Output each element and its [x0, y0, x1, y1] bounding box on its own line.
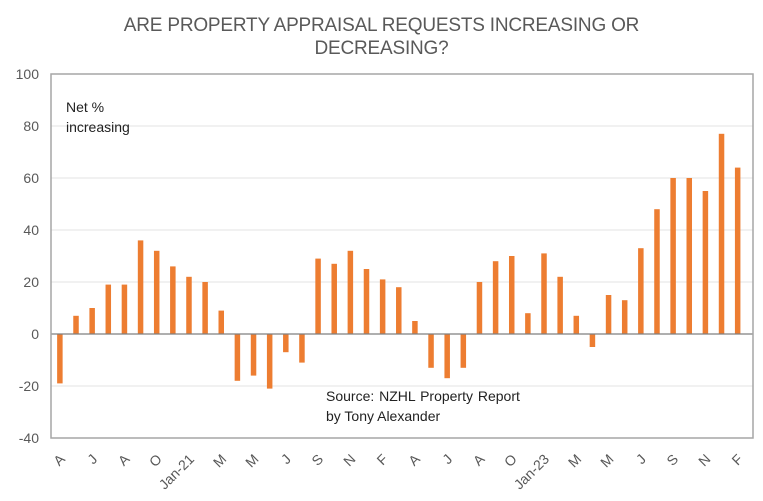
x-tick-label: M [210, 451, 230, 471]
bar [363, 269, 370, 334]
bar [250, 334, 257, 376]
x-tick-label: J [84, 451, 100, 467]
annotation-net-percent-line-2: increasing [66, 119, 130, 135]
bar [573, 315, 580, 334]
bar [266, 334, 273, 389]
bar [315, 258, 321, 334]
y-tick-label: 80 [23, 118, 39, 134]
x-tick-label: F [728, 451, 745, 468]
bar [621, 300, 628, 334]
bar [73, 315, 79, 334]
bar [638, 248, 644, 334]
annotation-source-line-1: Source: NZHL Property Report [326, 388, 520, 404]
bar [460, 334, 467, 368]
bar [121, 284, 128, 334]
bar [218, 310, 225, 334]
x-tick-label: S [308, 451, 326, 469]
x-tick-label: J [439, 451, 455, 467]
bar [476, 282, 483, 334]
bar [605, 295, 612, 334]
y-axis-ticks: 100 80 60 40 20 0 -20 -40 [16, 66, 40, 446]
x-tick-label: Jan-21 [156, 451, 198, 493]
plot-frame [50, 73, 754, 439]
y-tick-label: -40 [19, 430, 39, 446]
x-tick-label: O [501, 451, 520, 470]
bar [105, 284, 112, 334]
y-tick-label: 20 [23, 274, 39, 290]
bar [412, 321, 418, 334]
bar [299, 334, 305, 363]
x-tick-label: S [663, 451, 681, 469]
bar [186, 276, 192, 334]
bar [525, 313, 531, 334]
bar [702, 191, 709, 334]
bar [508, 256, 515, 334]
bar [153, 250, 160, 334]
x-tick-label: M [242, 451, 262, 471]
annotation-net-percent-line-1: Net % [66, 99, 104, 115]
y-tick-label: 60 [23, 170, 39, 186]
y-tick-label: 0 [31, 326, 39, 342]
bar [283, 334, 289, 353]
x-tick-label: A [405, 450, 423, 468]
chart-title-line-2: DECREASING? [314, 38, 449, 59]
bar [444, 334, 450, 379]
bar [492, 261, 499, 334]
bar [686, 178, 693, 334]
annotation-source-line-2: by Tony Alexander [326, 408, 440, 424]
y-tick-label: -20 [19, 378, 39, 394]
x-tick-label: M [565, 451, 585, 471]
bar [202, 282, 208, 334]
bar [89, 308, 95, 334]
x-tick-label: N [340, 451, 358, 469]
x-tick-label: O [146, 451, 165, 470]
x-tick-label: M [597, 451, 617, 471]
gridlines [51, 125, 753, 387]
bar [57, 334, 63, 384]
bar [137, 240, 144, 334]
x-tick-label: F [373, 451, 390, 468]
bar [170, 266, 176, 334]
bar [396, 287, 402, 334]
bar [557, 276, 563, 334]
bars [57, 133, 741, 389]
bar [734, 167, 741, 334]
bar [541, 253, 547, 334]
bar [347, 250, 354, 334]
bar [234, 334, 241, 381]
x-tick-label: Jan-23 [511, 451, 553, 493]
bar [331, 263, 337, 334]
x-tick-label: A [470, 450, 488, 468]
bar [654, 209, 660, 334]
bar [379, 279, 386, 334]
bar [428, 334, 434, 368]
bar [589, 334, 596, 347]
chart-title-line-1: ARE PROPERTY APPRAISAL REQUESTS INCREASI… [123, 15, 640, 36]
y-tick-label: 100 [16, 66, 40, 82]
x-tick-label: J [278, 451, 294, 467]
bar [718, 133, 725, 334]
x-tick-label: A [115, 450, 133, 468]
x-tick-label: J [633, 451, 649, 467]
x-tick-label: A [50, 450, 68, 468]
bar [670, 178, 676, 334]
x-tick-label: N [695, 451, 713, 469]
chart-title: ARE PROPERTY APPRAISAL REQUESTS INCREASI… [0, 14, 763, 60]
y-tick-label: 40 [23, 222, 39, 238]
